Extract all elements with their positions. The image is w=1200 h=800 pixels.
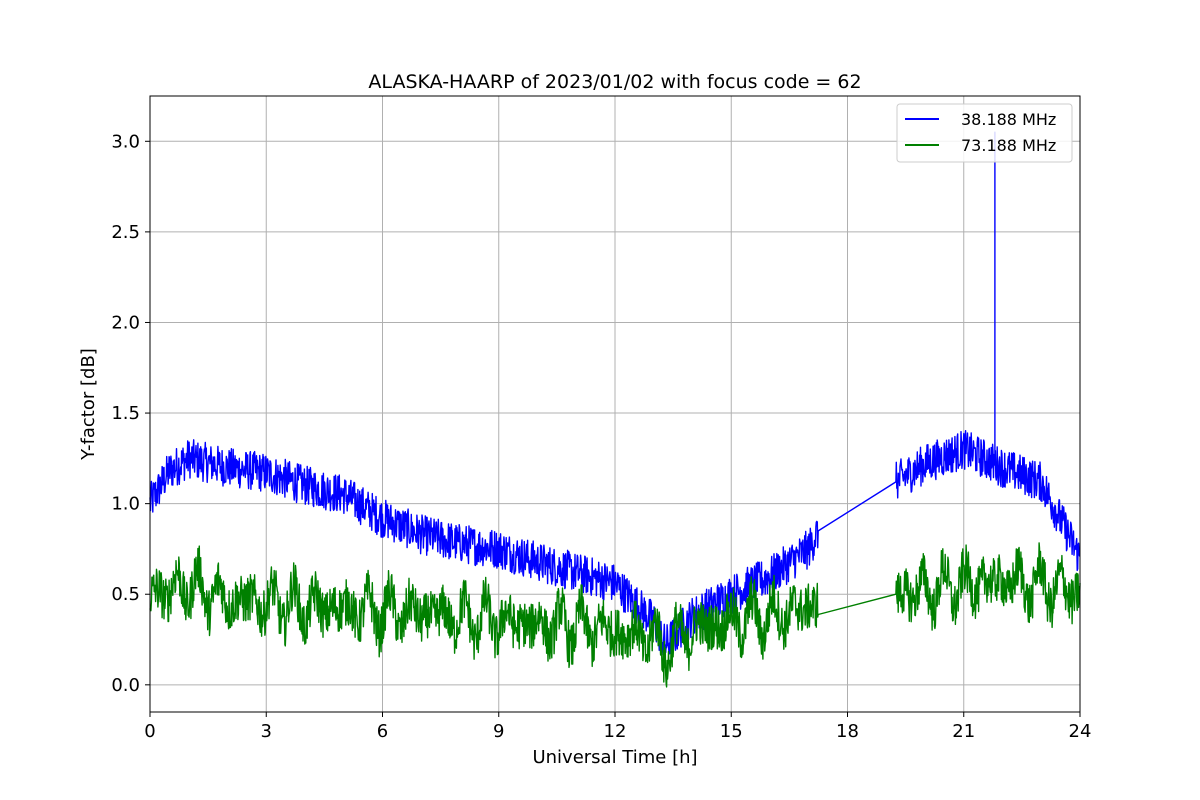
x-tick-label: 24 [1069, 721, 1092, 742]
legend-label: 38.188 MHz [961, 110, 1056, 129]
x-tick-label: 12 [604, 721, 627, 742]
y-tick-label: 0.0 [111, 675, 140, 696]
y-tick-label: 2.0 [111, 312, 140, 333]
y-axis-label: Y-factor [dB] [78, 348, 99, 461]
y-tick-label: 1.5 [111, 403, 140, 424]
legend: 38.188 MHz 73.188 MHz [896, 103, 1073, 163]
chart-title: ALASKA-HAARP of 2023/01/02 with focus co… [368, 71, 861, 93]
x-tick-label: 6 [377, 721, 388, 742]
series-line [149, 131, 1081, 657]
x-axis-label: Universal Time [h] [532, 747, 697, 768]
legend-label: 73.188 MHz [961, 136, 1056, 155]
x-tick-label: 18 [836, 721, 859, 742]
axis-ticks: 0 3 6 9 12 15 18 21 24 0.0 0.5 1.0 1.5 2.0 2.5 3.0 [111, 131, 1091, 742]
series-lines [149, 131, 1081, 688]
x-tick-label: 3 [261, 721, 272, 742]
y-tick-label: 0.5 [111, 584, 140, 605]
y-tick-label: 3.0 [111, 131, 140, 152]
x-tick-label: 0 [144, 721, 155, 742]
x-tick-label: 9 [493, 721, 504, 742]
x-tick-label: 21 [952, 721, 975, 742]
legend-box [896, 103, 1073, 163]
series-line [149, 542, 1081, 688]
x-tick-label: 15 [720, 721, 743, 742]
y-tick-label: 2.5 [111, 222, 140, 243]
y-tick-label: 1.0 [111, 494, 140, 515]
